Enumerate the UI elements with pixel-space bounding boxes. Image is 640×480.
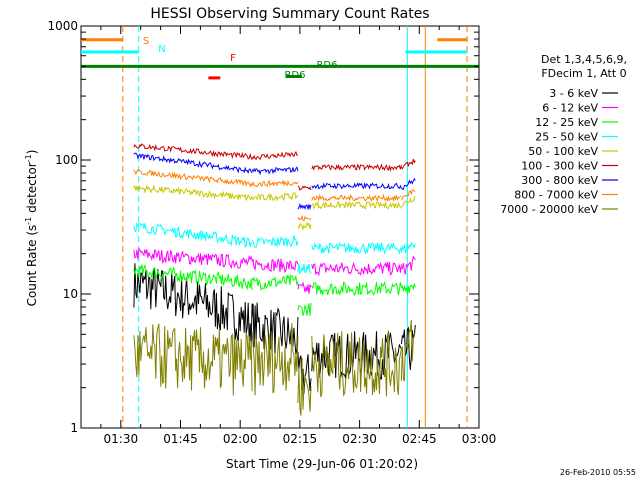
series-line bbox=[133, 152, 416, 211]
x-tick-label: 02:45 bbox=[402, 432, 437, 446]
series-line bbox=[133, 143, 416, 191]
flag-label: F bbox=[230, 53, 236, 64]
y-label-part1: Count Rate (s bbox=[25, 225, 39, 307]
y-axis-label: Count Rate (s-1 detector-1) bbox=[24, 150, 39, 307]
legend-label: 7000 - 20000 keV bbox=[500, 203, 598, 216]
legend-label: 300 - 800 keV bbox=[521, 174, 598, 187]
legend-label: 800 - 7000 keV bbox=[514, 189, 598, 202]
x-tick-label: 02:15 bbox=[283, 432, 318, 446]
series-line bbox=[133, 246, 416, 294]
series-line bbox=[133, 263, 416, 394]
x-tick-label: 01:45 bbox=[163, 432, 198, 446]
legend-label: 25 - 50 keV bbox=[535, 131, 598, 144]
flag-label: N bbox=[158, 44, 165, 55]
legend-label: 12 - 25 keV bbox=[535, 116, 598, 129]
y-tick-label: 10 bbox=[63, 287, 78, 301]
y-label-sup2: -1 bbox=[24, 154, 33, 162]
plot-area: SN F RD6 RD6 bbox=[80, 25, 480, 429]
series-line bbox=[133, 168, 416, 222]
legend-label: 3 - 6 keV bbox=[549, 87, 598, 100]
legend-label: 100 - 300 keV bbox=[521, 160, 598, 173]
legend-label: 6 - 12 keV bbox=[542, 102, 598, 115]
y-tick-label: 1 bbox=[70, 421, 78, 435]
series-line bbox=[133, 263, 416, 316]
y-tick-label: 100 bbox=[55, 153, 78, 167]
x-tick-label: 01:30 bbox=[104, 432, 139, 446]
x-tick-label: 02:00 bbox=[223, 432, 258, 446]
y-label-part3: ) bbox=[25, 150, 39, 155]
legend-header-line2: FDecim 1, Att 0 bbox=[541, 67, 626, 80]
y-tick-label: 1000 bbox=[47, 19, 78, 33]
x-axis-label: Start Time (29-Jun-06 01:20:02) bbox=[226, 457, 418, 471]
y-label-sup1: -1 bbox=[24, 217, 33, 225]
series-line bbox=[133, 184, 416, 231]
flag-label: S bbox=[143, 36, 149, 47]
legend-label: 50 - 100 keV bbox=[528, 145, 598, 158]
x-tick-label: 02:30 bbox=[342, 432, 377, 446]
series-line bbox=[133, 319, 416, 416]
x-axis: 01:30 01:45 02:00 02:15 02:30 02:45 03:00 bbox=[100, 26, 497, 446]
flag-label: RD6 bbox=[316, 60, 337, 71]
y-label-part2: detector bbox=[25, 162, 39, 217]
series-line bbox=[133, 221, 416, 275]
flag-label: RD6 bbox=[284, 70, 305, 81]
y-axis: 1 10 100 1000 bbox=[47, 19, 479, 435]
footer-timestamp: 26-Feb-2010 05:55 bbox=[560, 468, 636, 477]
x-tick-label: 03:00 bbox=[462, 432, 497, 446]
legend-header-line1: Det 1,3,4,5,6,9, bbox=[541, 53, 627, 66]
chart-title: HESSI Observing Summary Count Rates bbox=[150, 6, 429, 22]
